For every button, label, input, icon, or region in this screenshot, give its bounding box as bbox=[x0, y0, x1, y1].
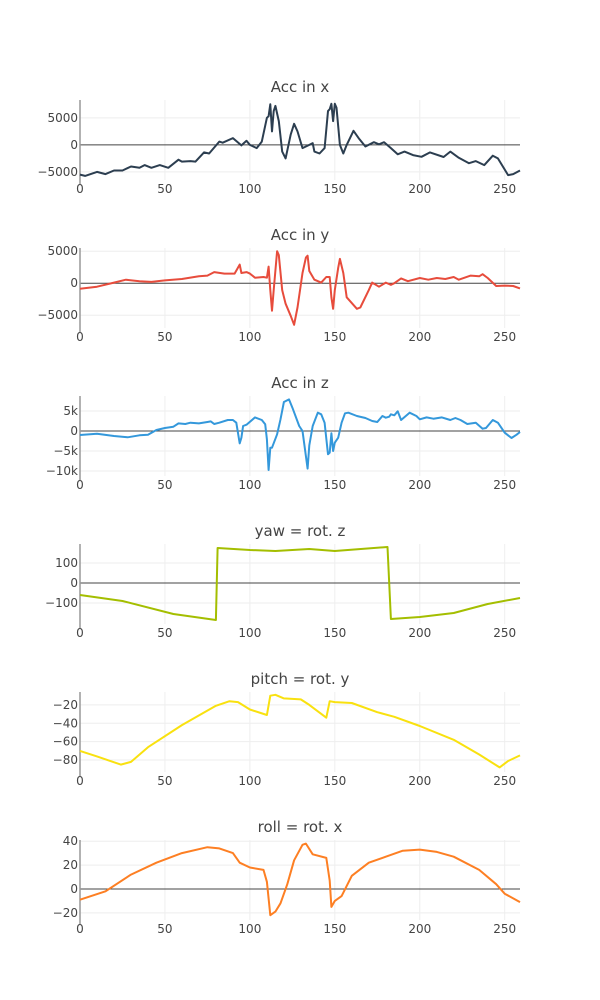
x-tick-label: 200 bbox=[408, 922, 431, 936]
subplot-title: Acc in x bbox=[271, 78, 330, 96]
series-line bbox=[79, 546, 521, 621]
subplot-3: Acc in z 0 50 100 150 200 250 5k 0 −5k −10k bbox=[46, 374, 521, 492]
y-tick-label: −80 bbox=[53, 753, 78, 767]
x-tick-label: 0 bbox=[76, 922, 84, 936]
y-tick-label: −5000 bbox=[37, 308, 78, 322]
x-tick-label: 200 bbox=[408, 182, 431, 196]
x-tick-label: 150 bbox=[323, 774, 346, 788]
subplot-title: Acc in y bbox=[271, 226, 330, 244]
y-tick-label: 0 bbox=[70, 138, 78, 152]
y-tick-label: 5000 bbox=[47, 244, 78, 258]
x-tick-label: 200 bbox=[408, 626, 431, 640]
series-line bbox=[79, 842, 521, 917]
x-tick-label: 50 bbox=[157, 330, 172, 344]
y-tick-label: 40 bbox=[63, 834, 78, 848]
x-tick-label: 150 bbox=[323, 626, 346, 640]
x-tick-label: 150 bbox=[323, 478, 346, 492]
x-tick-label: 0 bbox=[76, 626, 84, 640]
y-tick-label: 0 bbox=[70, 576, 78, 590]
y-tick-label: −100 bbox=[45, 596, 78, 610]
series-line bbox=[79, 398, 521, 471]
x-tick-label: 250 bbox=[493, 330, 516, 344]
subplot-5: pitch = rot. y 0 50 100 150 200 250 −20 −40 −60 −8… bbox=[53, 670, 521, 788]
x-tick-label: 100 bbox=[238, 478, 261, 492]
x-tick-label: 100 bbox=[238, 922, 261, 936]
y-tick-label: 0 bbox=[70, 276, 78, 290]
x-tick-label: 150 bbox=[323, 922, 346, 936]
x-tick-label: 50 bbox=[157, 922, 172, 936]
subplot-4: yaw = rot. z 0 50 100 150 200 250 100 0 −100 bbox=[45, 522, 521, 640]
x-tick-label: 0 bbox=[76, 182, 84, 196]
x-tick-label: 50 bbox=[157, 478, 172, 492]
x-tick-label: 200 bbox=[408, 774, 431, 788]
subplot-title: Acc in z bbox=[271, 374, 329, 392]
series-line bbox=[79, 693, 521, 769]
x-tick-label: 200 bbox=[408, 478, 431, 492]
x-tick-label: 0 bbox=[76, 774, 84, 788]
subplot-title: roll = rot. x bbox=[258, 818, 343, 836]
y-tick-label: −5k bbox=[53, 444, 78, 458]
series-line bbox=[79, 102, 521, 177]
x-tick-label: 100 bbox=[238, 330, 261, 344]
y-tick-label: 0 bbox=[70, 424, 78, 438]
series-line bbox=[79, 250, 521, 326]
x-tick-label: 250 bbox=[493, 922, 516, 936]
x-tick-label: 200 bbox=[408, 330, 431, 344]
x-tick-label: 50 bbox=[157, 626, 172, 640]
x-tick-label: 100 bbox=[238, 182, 261, 196]
x-tick-label: 250 bbox=[493, 774, 516, 788]
y-tick-label: −60 bbox=[53, 735, 78, 749]
y-tick-label: −40 bbox=[53, 716, 78, 730]
y-tick-label: 5000 bbox=[47, 111, 78, 125]
subplot-1: Acc in x 0 50 100 150 200 250 5000 0 −5000 bbox=[37, 78, 521, 196]
y-tick-label: −20 bbox=[53, 698, 78, 712]
y-tick-label: −10k bbox=[46, 464, 78, 478]
x-tick-label: 250 bbox=[493, 182, 516, 196]
x-tick-label: 100 bbox=[238, 774, 261, 788]
x-tick-label: 0 bbox=[76, 330, 84, 344]
x-tick-label: 250 bbox=[493, 478, 516, 492]
x-tick-label: 100 bbox=[238, 626, 261, 640]
y-tick-label: 0 bbox=[70, 882, 78, 896]
y-tick-label: 5k bbox=[63, 404, 78, 418]
x-tick-label: 50 bbox=[157, 774, 172, 788]
y-tick-label: 100 bbox=[55, 556, 78, 570]
x-tick-label: 0 bbox=[76, 478, 84, 492]
subplot-title: pitch = rot. y bbox=[251, 670, 350, 688]
x-tick-label: 50 bbox=[157, 182, 172, 196]
subplot-2: Acc in y 0 50 100 150 200 250 5000 0 −5000 bbox=[37, 226, 521, 344]
x-tick-label: 150 bbox=[323, 182, 346, 196]
x-tick-label: 150 bbox=[323, 330, 346, 344]
subplot-title: yaw = rot. z bbox=[255, 522, 346, 540]
y-tick-label: −20 bbox=[53, 906, 78, 920]
y-tick-label: 20 bbox=[63, 858, 78, 872]
y-tick-label: −5000 bbox=[37, 165, 78, 179]
x-tick-label: 250 bbox=[493, 626, 516, 640]
